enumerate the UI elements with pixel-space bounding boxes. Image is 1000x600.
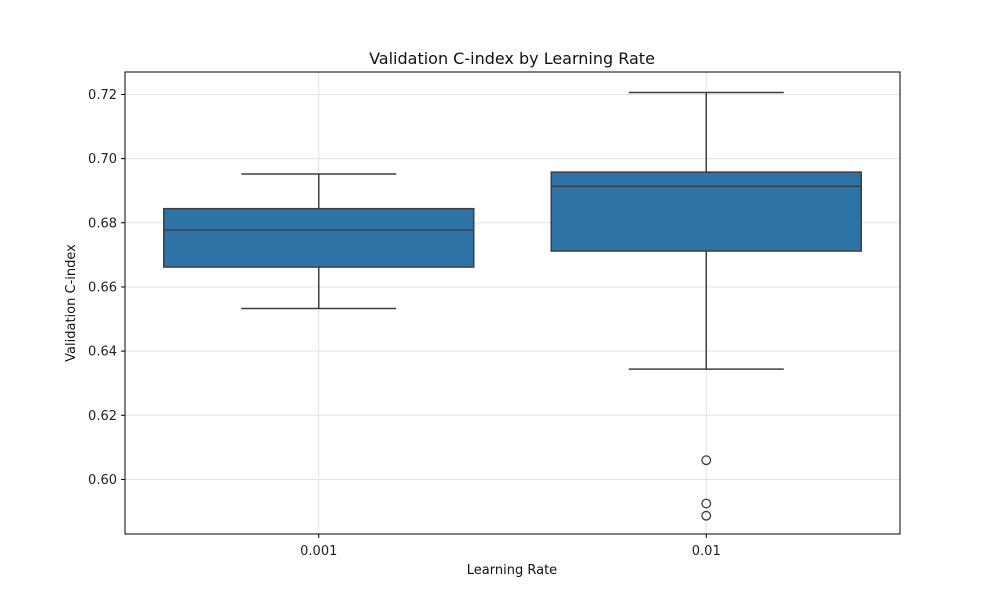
iqr-box [550, 171, 862, 252]
y-tick-label: 0.64 [88, 345, 117, 360]
x-tick-label: 0.001 [300, 544, 337, 559]
outlier-point [701, 455, 712, 466]
iqr-box [163, 207, 475, 268]
y-tick-label: 0.68 [88, 216, 117, 231]
grid-layer [125, 72, 900, 534]
y-axis-label: Validation C-index [64, 244, 79, 362]
y-tick-label: 0.70 [88, 152, 117, 167]
chart-title: Validation C-index by Learning Rate [369, 49, 655, 68]
y-tick-label: 0.66 [88, 280, 117, 295]
box-group-0_01 [550, 91, 862, 521]
outlier-point [701, 510, 712, 521]
y-tick-label: 0.72 [88, 88, 117, 103]
y-tick-label: 0.62 [88, 409, 117, 424]
box-layer [163, 91, 862, 521]
box-group-0_001 [163, 173, 475, 310]
plot-frame [124, 71, 901, 535]
y-tick-label: 0.60 [88, 473, 117, 488]
tick-layer: 0.60 0.62 0.64 0.66 0.68 0.70 0.72 0.001 0.01 [88, 88, 721, 559]
x-tick-label: 0.01 [692, 544, 721, 559]
outlier-point [701, 498, 712, 509]
x-axis-label: Learning Rate [467, 563, 557, 578]
